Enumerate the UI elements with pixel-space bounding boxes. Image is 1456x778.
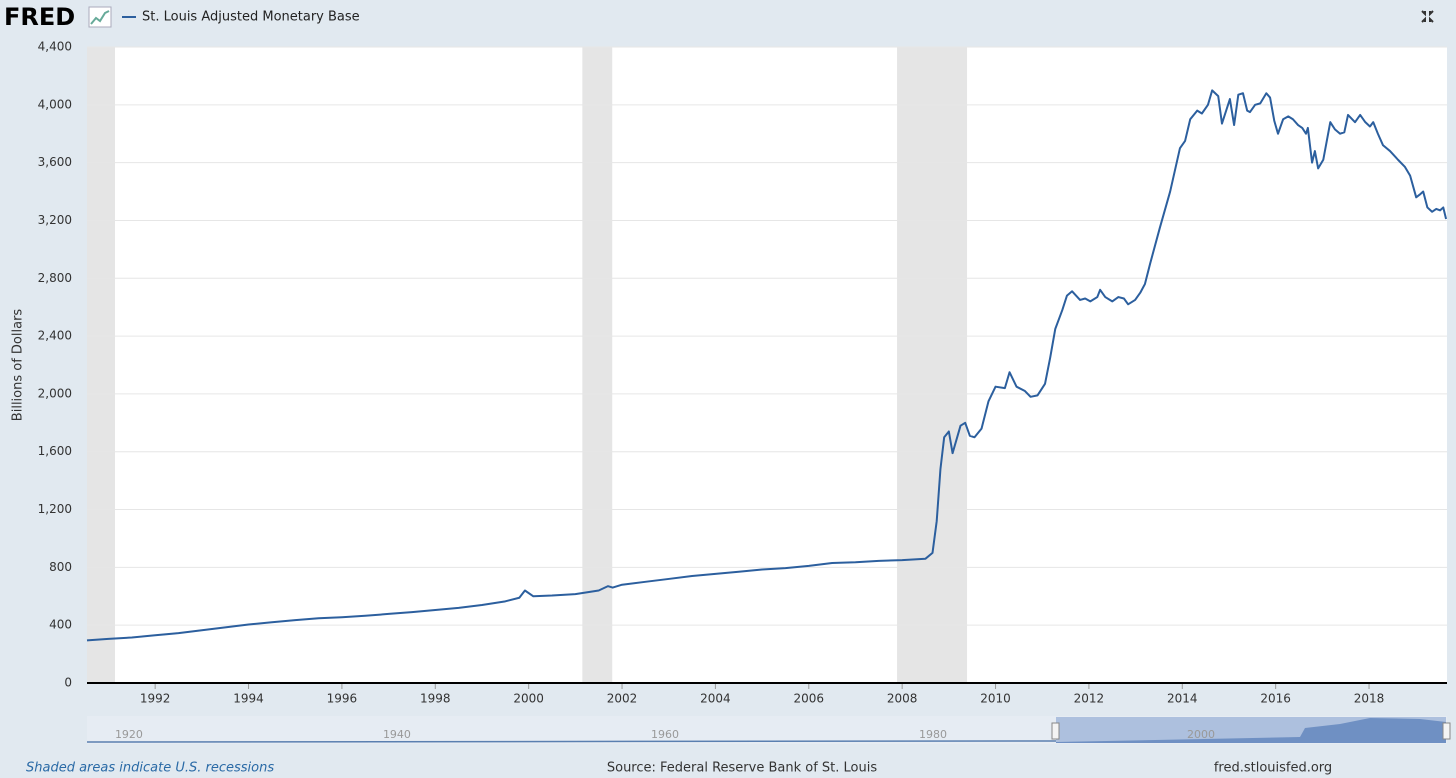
y-tick-label: 4,000 [38, 97, 72, 111]
x-tick-label: 1998 [420, 692, 451, 706]
legend-label: St. Louis Adjusted Monetary Base [142, 10, 360, 25]
recession-band [582, 47, 613, 683]
y-tick-label: 2,000 [38, 386, 72, 400]
x-tick-label: 2002 [607, 692, 638, 706]
x-tick-label: 2008 [887, 692, 918, 706]
x-tick-label: 2010 [980, 692, 1011, 706]
navigator-series [1056, 718, 1446, 743]
y-tick-label: 1,600 [38, 444, 72, 458]
recession-band [87, 47, 116, 683]
y-tick-label: 1,200 [38, 502, 72, 516]
x-tick-label: 2016 [1260, 692, 1291, 706]
recession-band [897, 47, 968, 683]
x-tick-label: 1994 [233, 692, 264, 706]
source: Source: Federal Reserve Bank of St. Loui… [607, 761, 877, 776]
navigator-tick-label: 1920 [115, 728, 143, 741]
brand-logo: FRED [4, 3, 75, 31]
recession-note[interactable]: Shaded areas indicate U.S. recessions [26, 761, 274, 776]
series-line [86, 89, 1448, 642]
y-tick-label: 800 [49, 560, 72, 574]
navigator-line [86, 740, 1057, 743]
x-tick-label: 2000 [513, 692, 544, 706]
y-tick-label: 400 [49, 618, 72, 632]
y-tick-label: 3,200 [38, 213, 72, 227]
x-tick-label: 1992 [140, 692, 171, 706]
x-tick-label: 2004 [700, 692, 731, 706]
plot-area [87, 47, 1447, 683]
navigator-tick-label: 1980 [919, 728, 947, 741]
x-tick-label: 2014 [1167, 692, 1198, 706]
x-tick-label: 1996 [327, 692, 358, 706]
y-axis-label: Billions of Dollars [11, 309, 26, 422]
x-tick-label: 2006 [794, 692, 825, 706]
navigator-tick-label: 1940 [383, 728, 411, 741]
y-tick-label: 4,400 [38, 40, 72, 54]
y-tick-label: 0 [64, 676, 72, 690]
y-tick-label: 3,600 [38, 155, 72, 169]
x-tick-label: 2012 [1074, 692, 1105, 706]
navigator-tick-label: 2000 [1187, 728, 1215, 741]
y-tick-label: 2,400 [38, 329, 72, 343]
logo-icon [88, 6, 112, 28]
x-tick-label: 2018 [1354, 692, 1385, 706]
navigator-handle-left[interactable] [1051, 722, 1060, 740]
y-tick-label: 2,800 [38, 271, 72, 285]
navigator-handle-right[interactable] [1442, 722, 1451, 740]
fullscreen-button[interactable] [1421, 10, 1434, 23]
site-url: fred.stlouisfed.org [1214, 761, 1332, 776]
navigator-tick-label: 1960 [651, 728, 679, 741]
